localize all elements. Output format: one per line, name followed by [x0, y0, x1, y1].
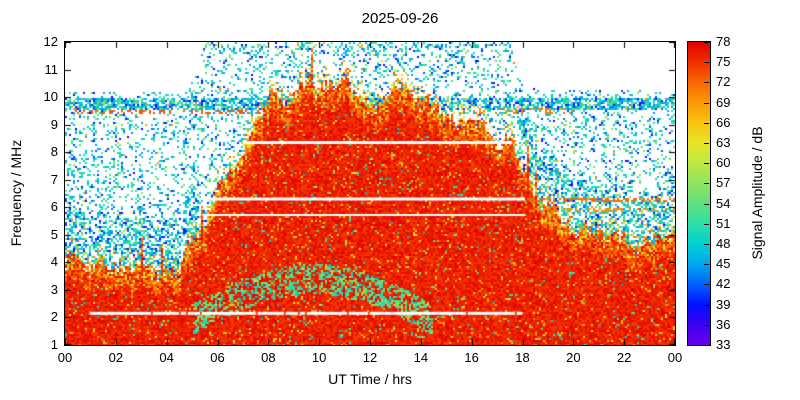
- colorbar-tick-label: 60: [716, 155, 731, 171]
- colorbar-tick-mark: [704, 163, 709, 164]
- x-tick-label: 14: [413, 350, 429, 365]
- x-tick-label: 06: [210, 350, 225, 365]
- colorbar-tick-label: 54: [716, 195, 731, 211]
- colorbar-tick-mark: [704, 62, 709, 63]
- colorbar-tick-label: 78: [716, 34, 731, 49]
- colorbar-gradient: [687, 41, 711, 346]
- y-tick-label: 6: [50, 199, 58, 215]
- colorbar-tick-label: 72: [716, 74, 731, 90]
- y-tick-label: 8: [50, 144, 58, 160]
- colorbar-tick-label: 42: [716, 276, 731, 292]
- colorbar-tick-mark: [704, 244, 709, 245]
- chart-title: 2025-09-26: [361, 10, 439, 27]
- x-tick-label: 02: [108, 350, 124, 365]
- x-tick-label: 22: [616, 350, 632, 365]
- colorbar-tick-mark: [704, 345, 709, 346]
- colorbar-tick-mark: [704, 143, 709, 144]
- x-tick-label: 20: [566, 350, 581, 365]
- x-tick-label: 08: [261, 350, 276, 365]
- colorbar-tick-label: 39: [716, 296, 731, 312]
- colorbar-label: Signal Amplitude / dB: [749, 126, 765, 260]
- colorbar-tick-label: 66: [716, 114, 731, 130]
- colorbar-tick-label: 36: [716, 316, 731, 332]
- colorbar-tick-label: 51: [716, 215, 731, 231]
- x-tick-label: 00: [57, 350, 73, 365]
- x-tick-label: 04: [159, 350, 174, 365]
- colorbar-tick-mark: [704, 325, 709, 326]
- colorbar-tick-label: 75: [716, 54, 731, 70]
- y-tick-label: 3: [50, 281, 58, 297]
- y-tick-label: 1: [50, 337, 58, 352]
- y-tick-label: 9: [50, 116, 58, 132]
- colorbar-tick-mark: [704, 123, 709, 124]
- colorbar-tick-label: 69: [716, 94, 731, 110]
- x-tick-label: 12: [362, 350, 378, 365]
- colorbar-tick-label: 63: [716, 135, 731, 150]
- y-tick-label: 11: [44, 61, 59, 77]
- plot-area: [64, 41, 676, 346]
- colorbar-tick-mark: [704, 204, 709, 205]
- colorbar-tick-label: 48: [716, 236, 731, 251]
- colorbar-tick-mark: [704, 284, 709, 285]
- y-tick-label: 12: [43, 34, 58, 49]
- x-tick-label: 18: [515, 350, 530, 365]
- colorbar-tick-label: 45: [716, 256, 731, 272]
- x-tick-label: 00: [667, 350, 683, 365]
- x-tick-label: 10: [311, 350, 327, 365]
- colorbar-tick-mark: [704, 42, 709, 43]
- colorbar-tick-mark: [704, 305, 709, 306]
- y-tick-label: 4: [50, 254, 58, 270]
- colorbar-tick-label: 57: [716, 175, 731, 191]
- x-tick-label: 16: [464, 350, 479, 365]
- colorbar-tick-mark: [704, 103, 709, 104]
- x-axis-label: UT Time / hrs: [328, 371, 412, 387]
- colorbar-tick-mark: [704, 82, 709, 83]
- heatmap-canvas: [65, 42, 675, 345]
- y-tick-label: 2: [50, 309, 58, 325]
- colorbar-tick-mark: [704, 224, 709, 225]
- y-tick-label: 5: [50, 226, 58, 242]
- colorbar-tick-mark: [704, 264, 709, 265]
- y-tick-label: 10: [43, 89, 58, 105]
- y-axis-label: Frequency / MHz: [8, 139, 24, 247]
- y-tick-label: 7: [50, 171, 58, 187]
- colorbar-tick-mark: [704, 183, 709, 184]
- colorbar-tick-label: 33: [716, 337, 731, 352]
